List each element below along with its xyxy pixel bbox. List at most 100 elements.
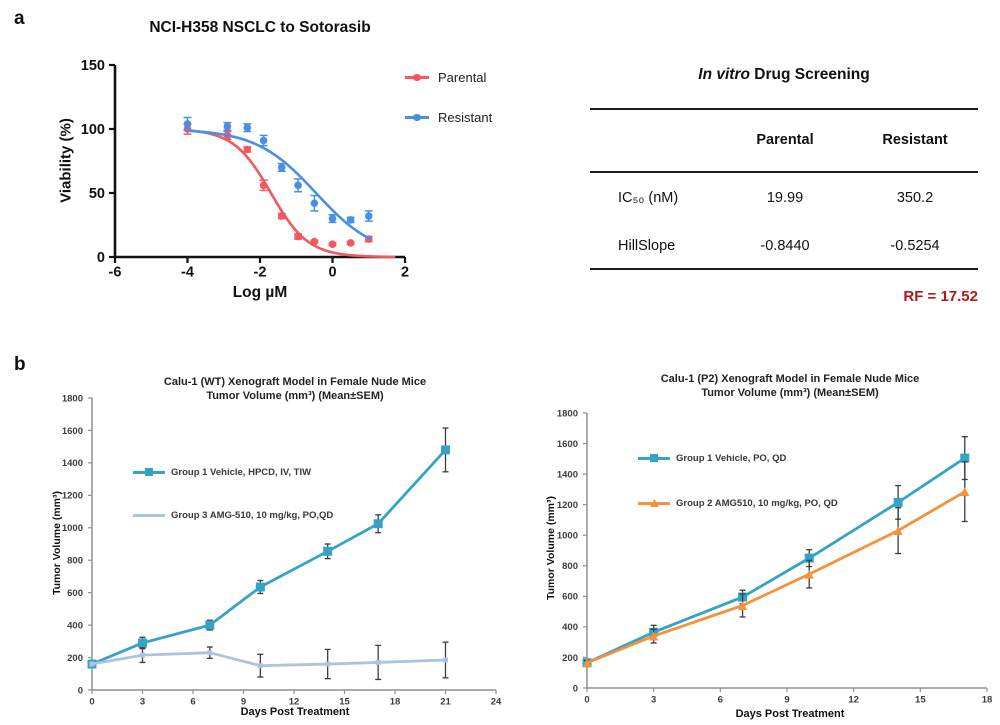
xeno-wt-chart: 0 3 6 9 12 15 18 21 24 0 200 400 600 800 1000 1200 1400 1… [62, 393, 502, 707]
legend-label-group1-p2: Group 1 Vehicle, PO, QD [676, 452, 787, 464]
svg-text:0: 0 [78, 685, 83, 696]
svg-text:200: 200 [67, 653, 83, 664]
svg-text:2: 2 [401, 265, 409, 281]
legend-item-parental: Parental [405, 69, 492, 85]
svg-text:1000: 1000 [557, 531, 578, 542]
dose-response-title: NCI-H358 NSCLC to Sotorasib [149, 19, 371, 36]
row-label-ic50: IC₅₀ (nM) [618, 190, 679, 206]
xeno-wt-ylabel: Tumor Volume (mm³) [51, 490, 63, 596]
panel-a-label: a [14, 8, 25, 29]
svg-text:-4: -4 [181, 265, 194, 281]
svg-text:21: 21 [440, 696, 451, 707]
legend-label-resistant: Resistant [438, 109, 493, 125]
xeno-p2-ylabel: Tumor Volume (mm³) [545, 495, 557, 601]
col-header-parental: Parental [756, 132, 814, 148]
ic50-resistant-value: 350.2 [896, 190, 934, 206]
xeno-wt-legend: Group 1 Vehicle, HPCD, IV, TIW Group 3 A… [133, 466, 333, 521]
xeno-p2-title: Calu-1 (P2) Xenograft Model in Female Nu… [600, 373, 980, 400]
resistant-marker-icon [405, 112, 429, 122]
table-rule-bottom [590, 268, 978, 270]
svg-text:1200: 1200 [557, 500, 578, 511]
svg-text:400: 400 [562, 622, 578, 633]
xeno-p2-xlabel: Days Post Treatment [735, 708, 845, 720]
svg-text:0: 0 [328, 265, 336, 281]
group1-wt-marker-icon [133, 467, 165, 477]
hillslope-parental-value: -0.8440 [760, 238, 810, 254]
svg-text:9: 9 [784, 694, 789, 705]
legend-item-group1-vehicle-p2: Group 1 Vehicle, PO, QD [638, 452, 838, 464]
svg-text:18: 18 [390, 696, 401, 707]
xeno-p2-title-line2: Tumor Volume (mm³) (Mean±SEM) [701, 386, 879, 399]
svg-text:1400: 1400 [557, 469, 578, 480]
svg-text:600: 600 [562, 592, 578, 603]
dose-response-xlabel: Log µM [232, 284, 288, 301]
svg-text:15: 15 [339, 696, 350, 707]
svg-text:0: 0 [573, 683, 578, 694]
svg-text:-2: -2 [254, 265, 267, 281]
legend-label-parental: Parental [438, 69, 487, 85]
svg-text:0: 0 [584, 694, 589, 705]
svg-text:50: 50 [89, 186, 105, 202]
legend-item-resistant: Resistant [405, 109, 493, 125]
legend-label-group2: Group 2 AMG510, 10 mg/kg, PO, QD [676, 497, 838, 509]
svg-text:24: 24 [491, 696, 502, 707]
svg-text:1200: 1200 [62, 491, 83, 502]
svg-text:9: 9 [241, 696, 246, 707]
legend-label-group1-wt: Group 1 Vehicle, HPCD, IV, TIW [171, 466, 312, 478]
svg-text:15: 15 [915, 694, 926, 705]
svg-text:1800: 1800 [62, 393, 83, 404]
svg-text:0: 0 [97, 250, 105, 266]
table-rule-top [590, 108, 978, 110]
xeno-wt-title: Calu-1 (WT) Xenograft Model in Female Nu… [95, 376, 495, 403]
table-title-italic: In vitro [698, 66, 750, 83]
group3-marker-icon [133, 510, 165, 520]
parental-marker-icon [405, 72, 429, 82]
svg-text:200: 200 [562, 653, 578, 664]
group2-marker-icon [638, 498, 670, 508]
dose-response-legend: Parental Resistant [405, 70, 492, 150]
svg-text:1600: 1600 [62, 426, 83, 437]
svg-text:-6: -6 [109, 265, 122, 281]
xeno-p2-title-line1: Calu-1 (P2) Xenograft Model in Female Nu… [660, 373, 920, 385]
svg-text:3: 3 [140, 696, 145, 707]
table-title-rest: Drug Screening [749, 66, 870, 83]
svg-text:0: 0 [89, 696, 94, 707]
svg-text:1600: 1600 [557, 439, 578, 450]
svg-text:400: 400 [67, 620, 83, 631]
dose-response-chart: -6 -4 -2 0 2 0 50 100 150 [81, 58, 409, 281]
svg-text:800: 800 [67, 556, 83, 567]
row-label-hillslope: HillSlope [618, 238, 676, 254]
svg-text:800: 800 [562, 561, 578, 572]
dose-response-ylabel: Viability (%) [57, 118, 75, 203]
svg-text:6: 6 [718, 694, 723, 705]
xeno-p2-legend: Group 1 Vehicle, PO, QD Group 2 AMG510, … [638, 452, 838, 509]
xeno-wt-title-line2: Tumor Volume (mm³) (Mean±SEM) [206, 389, 384, 402]
hillslope-resistant-value: -0.5254 [890, 238, 940, 254]
legend-label-group3: Group 3 AMG-510, 10 mg/kg, PO,QD [171, 509, 334, 521]
svg-text:12: 12 [848, 694, 859, 705]
svg-text:100: 100 [81, 122, 105, 138]
panel-b-label: b [14, 354, 26, 375]
xeno-wt-xlabel: Days Post Treatment [240, 706, 350, 718]
xeno-p2-chart: 0 3 6 9 12 15 18 0 200 400 600 800 1000 1200 1400 1600 1… [557, 408, 993, 705]
table-rule-mid [590, 171, 978, 173]
legend-item-group2-amg510: Group 2 AMG510, 10 mg/kg, PO, QD [638, 497, 838, 509]
invitro-screening-table: In vitro Drug Screening Parental Resista… [588, 60, 980, 320]
legend-item-group1-vehicle-wt: Group 1 Vehicle, HPCD, IV, TIW [133, 466, 333, 478]
svg-text:600: 600 [67, 588, 83, 599]
svg-text:150: 150 [81, 58, 105, 74]
svg-text:6: 6 [190, 696, 195, 707]
col-header-resistant: Resistant [882, 132, 948, 148]
xeno-wt-title-line1: Calu-1 (WT) Xenograft Model in Female Nu… [163, 376, 427, 388]
svg-text:1800: 1800 [557, 408, 578, 419]
table-title: In vitro Drug Screening [588, 66, 980, 84]
ic50-parental-value: 19.99 [766, 190, 804, 206]
legend-item-group3-amg510: Group 3 AMG-510, 10 mg/kg, PO,QD [133, 509, 333, 521]
resistance-factor-note: RF = 17.52 [903, 288, 978, 305]
svg-text:18: 18 [982, 694, 993, 705]
svg-text:1000: 1000 [62, 523, 83, 534]
group1-p2-marker-icon [638, 453, 670, 463]
svg-text:12: 12 [289, 696, 300, 707]
svg-text:1400: 1400 [62, 458, 83, 469]
